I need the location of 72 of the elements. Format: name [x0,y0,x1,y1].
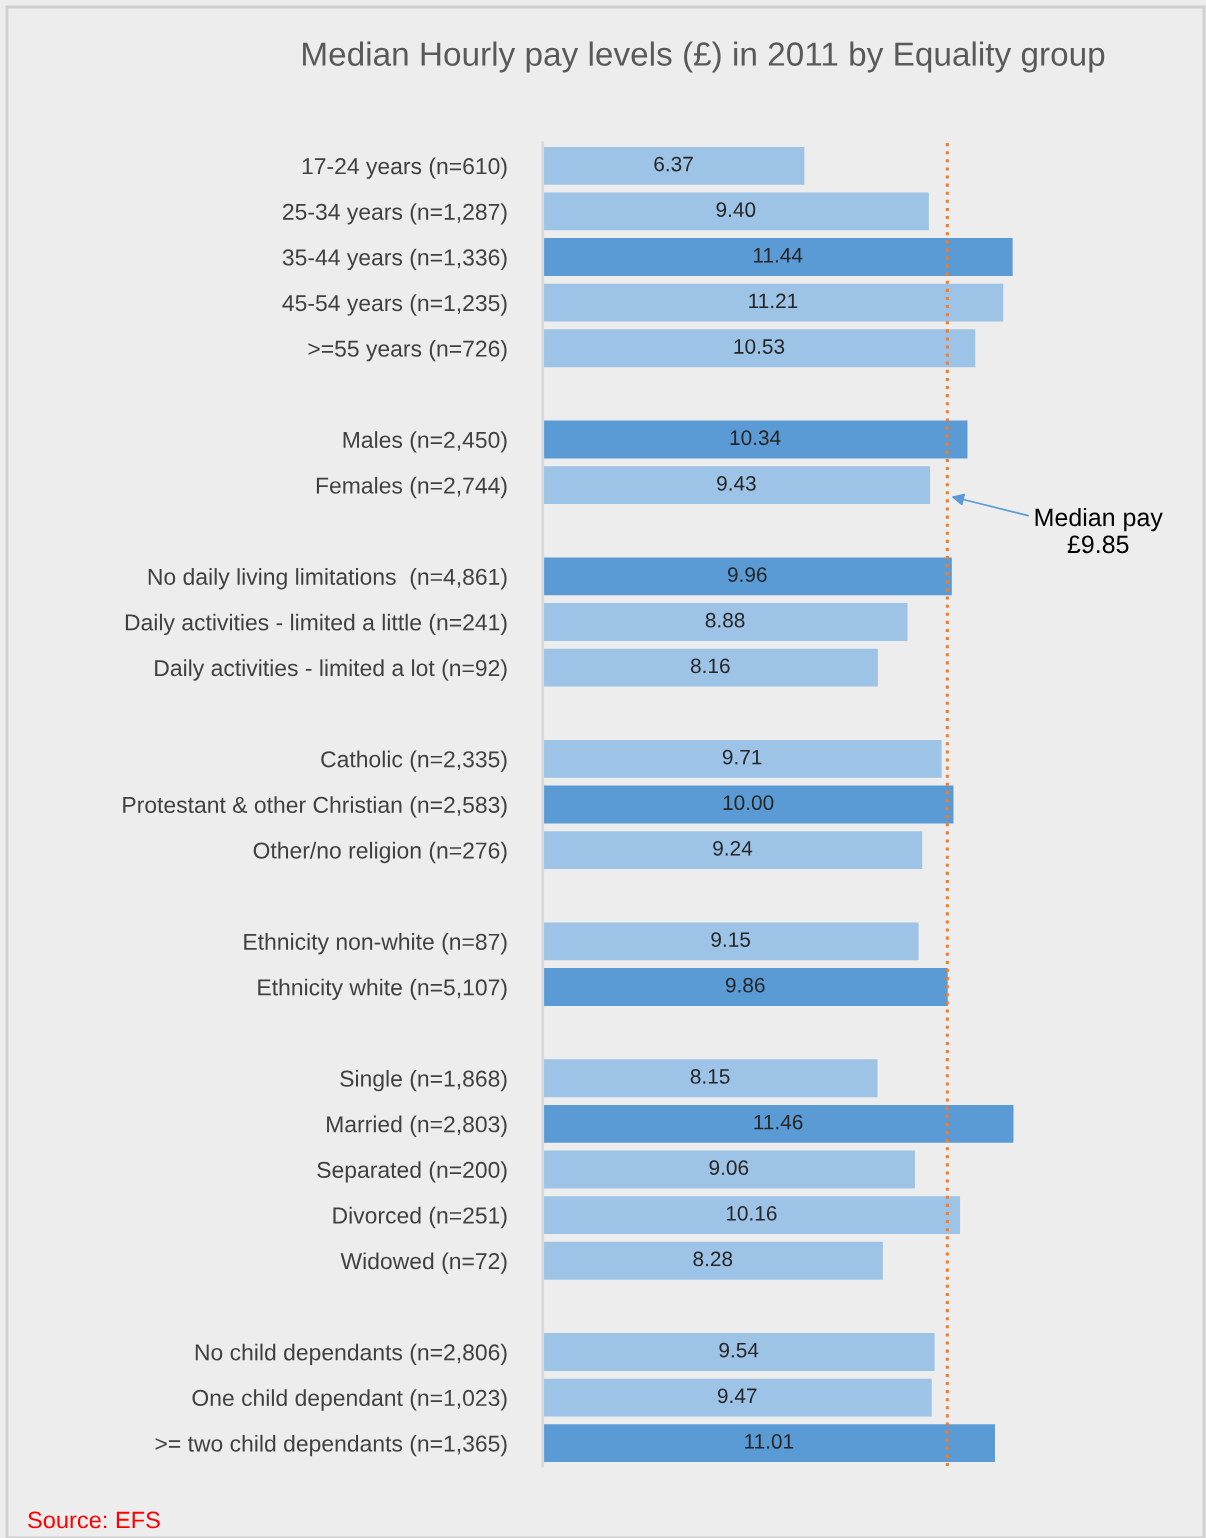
bar [542,1241,883,1280]
data-label: 9.43 [717,476,756,491]
bar [542,739,942,778]
data-label: 8.15 [690,1069,730,1084]
data-label: 8.16 [690,658,730,674]
y-tick-label: Separated (n=200) [317,1161,507,1183]
bar [542,831,923,870]
y-tick-label: Females (n=2,744) [316,476,507,499]
data-label: 10.00 [723,795,774,811]
y-tick-label: No child dependants (n=2,806) [195,1343,507,1366]
source-note: Source: EFS [28,1511,160,1529]
y-tick-label: No daily living limitations (n=4,861) [148,568,507,590]
y-tick-label: 35-44 years (n=1,336) [282,248,507,271]
bar [542,1424,995,1463]
data-label: 9.71 [722,749,762,765]
data-label: 11.01 [745,1434,794,1449]
bar [542,146,805,185]
data-label: 8.28 [693,1251,733,1267]
bar [542,557,952,596]
bar [542,238,1013,276]
data-label: 11.21 [749,293,798,309]
bar [542,785,954,824]
y-tick-label: Ethnicity white (n=5,107) [258,978,507,1001]
y-tick-label: Protestant & other Christian (n=2,583) [123,796,507,818]
data-label: 10.53 [734,339,785,354]
y-tick-label: Widowed (n=72) [340,1252,507,1274]
bar [542,329,976,368]
data-label: 9.40 [716,202,756,218]
y-tick-label: Divorced (n=251) [333,1206,507,1229]
bar [542,420,968,459]
data-label: 9.54 [719,1342,759,1358]
bar [542,922,919,961]
y-tick-label: Single (n=1,868) [340,1069,507,1092]
y-tick-label: Daily activities - limited a little (n=241) [125,613,507,636]
bar [542,192,929,231]
y-tick-label: >=55 years (n=726) [308,339,507,362]
y-tick-label: Males (n=2,450) [343,431,507,453]
y-tick-label: >= two child dependants (n=1,365) [155,1434,507,1457]
data-label: 11.46 [754,1114,803,1130]
bar [542,1196,961,1235]
bar [542,603,908,641]
bar [542,283,1004,322]
data-label: 9.96 [727,567,767,582]
data-label: 9.86 [725,977,765,993]
y-tick-label: Ethnicity non-white (n=87) [244,933,507,955]
data-label: 9.47 [717,1388,757,1404]
y-tick-label: 25-34 years (n=1,287) [283,203,507,225]
y-tick-label: Catholic (n=2,335) [321,750,507,772]
bar [542,1378,932,1417]
data-label: 8.88 [705,612,745,628]
data-label: 11.44 [753,248,803,263]
data-label: 9.15 [711,932,751,947]
data-label: 9.06 [709,1160,749,1176]
bar [542,466,931,505]
y-tick-label: Other/no religion (n=276) [253,841,507,864]
y-tick-label: 17-24 years (n=610) [302,157,507,179]
bar [542,648,878,687]
chart-title: Median Hourly pay levels (£) in 2011 by Equality group [303,41,1105,73]
y-tick-label: 45-54 years (n=1,235) [282,294,507,316]
data-label: 6.37 [654,156,693,172]
bar [542,1333,935,1371]
data-label: 10.16 [726,1205,777,1221]
y-tick-label: One child dependant (n=1,023) [192,1389,507,1411]
ref-line-label: Median pay £9.85 [1035,507,1163,554]
bar [542,1104,1014,1143]
data-label: 9.24 [713,840,753,856]
y-tick-label: Daily activities - limited a lot (n=92) [155,659,507,681]
y-tick-label: Married (n=2,803) [327,1115,507,1137]
bar [542,1150,915,1189]
data-label: 10.34 [730,430,781,446]
bar [542,968,948,1006]
bar [542,1059,878,1098]
